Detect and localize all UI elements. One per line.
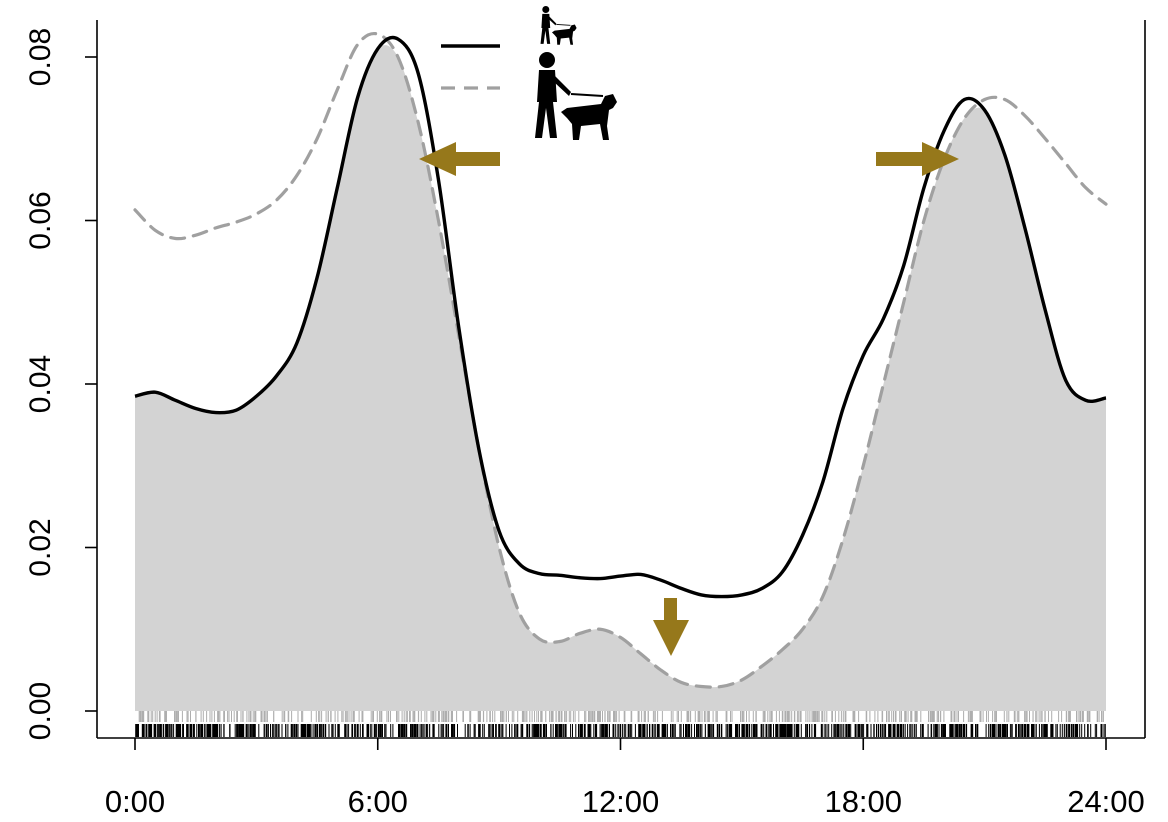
dog-body [551, 24, 577, 45]
rug-marks [135, 711, 1106, 737]
person-walking-small-dog-icon [540, 6, 577, 45]
series-line-solid [134, 35, 1107, 599]
person-arm [554, 76, 571, 96]
rug-lower [135, 724, 1106, 737]
legend [441, 6, 617, 140]
person-arm [548, 16, 557, 26]
axes: 0:00 6:00 12:00 18:00 24:00 0.00 0.02 0.04 0.06 0… [24, 20, 1146, 819]
person-head [542, 6, 550, 14]
leash [556, 24, 571, 26]
rug-upper [138, 711, 1104, 722]
x-tick-label: 24:00 [1067, 784, 1145, 817]
person-body [535, 70, 557, 138]
dog-body [561, 94, 617, 140]
arrow-left-icon [419, 142, 500, 176]
person-head [539, 52, 555, 68]
x-tick-label: 0:00 [105, 784, 165, 817]
x-tick-label: 6:00 [348, 784, 408, 817]
arrow-right-icon [876, 142, 959, 176]
leash [570, 93, 604, 97]
x-tick-label: 12:00 [582, 784, 660, 817]
y-tick-label: 0.06 [24, 191, 57, 249]
person-walking-large-dog-icon [535, 52, 617, 140]
arrow-down-icon [653, 598, 689, 656]
y-tick-label: 0.04 [24, 355, 57, 413]
series-lines [133, 32, 1108, 689]
y-tick-label: 0.08 [24, 28, 57, 86]
person-body [540, 13, 551, 44]
series-line-dashed [133, 32, 1108, 689]
overlap-area [135, 45, 1106, 712]
y-tick-label: 0.00 [24, 682, 57, 740]
y-tick-label: 0.02 [24, 518, 57, 576]
annotations [419, 142, 959, 656]
overlap-fill [135, 45, 1106, 712]
x-tick-label: 18:00 [824, 784, 902, 817]
